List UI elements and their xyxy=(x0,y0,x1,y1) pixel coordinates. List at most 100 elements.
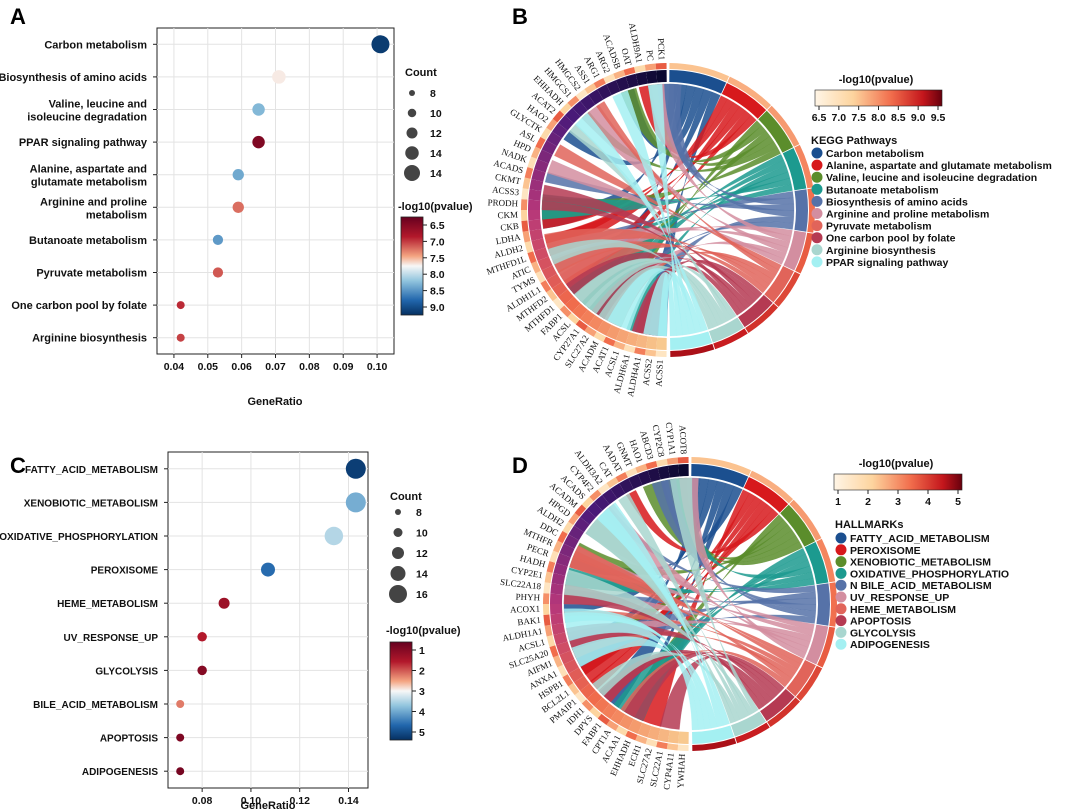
chord-ribbon xyxy=(618,493,750,718)
pvalue-scale-b: -log10(pvalue) 6.5 7.0 7.5 8.0 8.5 9.0 9.5 xyxy=(812,74,946,124)
pathway-heat-arc xyxy=(749,470,794,504)
gene-heat-arc xyxy=(521,199,528,210)
gene-heat-arc xyxy=(531,261,541,274)
gene-label: OAT xyxy=(619,47,633,67)
category-label-line: APOPTOSIS xyxy=(100,734,158,745)
gene-arc xyxy=(594,495,610,511)
gene-arc xyxy=(635,71,648,86)
size-legend-dot xyxy=(392,547,404,559)
gene-heat-arc xyxy=(557,664,568,678)
gene-heat-arc xyxy=(613,340,626,351)
gene-heat-arc xyxy=(543,604,550,615)
color-tick-label: 7.5 xyxy=(430,253,445,265)
x-axis-label-c: GeneRatio xyxy=(240,800,295,812)
category-label: OXIDATIVE_PHOSPHORYLATION xyxy=(0,532,158,543)
gene-arc xyxy=(667,730,680,744)
gene-heat-arc xyxy=(544,624,553,637)
gene-arc xyxy=(619,714,634,730)
chord-ribbons xyxy=(563,477,817,731)
scale-tick-label: 5 xyxy=(955,496,961,508)
scale-tick-label: 8.0 xyxy=(871,112,886,124)
category-label-line: Pyruvate metabolism xyxy=(36,268,147,280)
dot xyxy=(176,733,185,742)
gene-arc xyxy=(625,332,639,347)
gene-heat-arc xyxy=(522,230,531,243)
gene-heat-arc xyxy=(524,166,534,179)
gene-heat-arc xyxy=(559,102,572,115)
gene-arc xyxy=(602,703,618,720)
size-legend-dot xyxy=(390,566,406,581)
gene-arc xyxy=(656,70,667,83)
pathway-arc xyxy=(764,266,794,303)
scale-tick-label: 3 xyxy=(895,496,901,508)
size-legend-dot xyxy=(404,165,420,181)
category-label-line: GLYCOLYSIS xyxy=(95,666,158,677)
category-labels-c: FATTY_ACID_METABOLISM XENOBIOTIC_METABOLI… xyxy=(0,465,158,778)
size-legend-label: 8 xyxy=(416,507,422,519)
chord-ribbon xyxy=(669,477,759,713)
legend-label: PPAR signaling pathway xyxy=(826,257,948,269)
category-label-line: Valine, leucine and xyxy=(49,99,147,111)
pathway-arc xyxy=(786,660,816,697)
pathway-heat-arc xyxy=(774,271,801,307)
gene-heat-arc xyxy=(613,69,626,80)
gene-arc xyxy=(597,84,612,100)
gene-heat-arc xyxy=(559,305,572,318)
legend-label: Pyruvate metabolism xyxy=(826,221,932,233)
gene-heat-arc xyxy=(522,177,531,190)
gene-heat-arc xyxy=(527,251,537,264)
size-legend-label: 14 xyxy=(430,168,442,180)
x-tick-label: 0.08 xyxy=(299,361,320,373)
gene-arc xyxy=(647,726,661,741)
category-label: Alanine, aspartate and glutamate metaboli… xyxy=(30,164,148,189)
dot xyxy=(371,35,390,54)
pathway-heat-arc xyxy=(816,538,836,583)
scale-tick-label: 8.5 xyxy=(891,112,906,124)
gene-label: PHYH xyxy=(515,592,540,603)
legend-label: N BILE_ACID_METABOLISM xyxy=(850,580,992,592)
panel-letter-b: B xyxy=(512,4,528,29)
legend-swatch xyxy=(811,171,823,183)
x-tick-label: 0.12 xyxy=(289,795,310,807)
dot xyxy=(272,70,286,84)
pathway-arc xyxy=(780,504,816,547)
pathway-legend-d: HALLMARKs FATTY_ACID_METABOLISMPEROXISOM… xyxy=(835,519,1009,651)
category-label-line: isoleucine degradation xyxy=(27,112,147,124)
gene-heat-arc xyxy=(677,744,689,751)
category-label: Biosynthesis of amino acids xyxy=(0,72,147,84)
gene-heat-arc xyxy=(603,73,616,84)
pathway-arc xyxy=(669,70,727,94)
dot xyxy=(252,135,265,149)
gene-label: YWHAH xyxy=(675,753,687,788)
dot xyxy=(197,632,207,642)
gene-arc xyxy=(537,149,553,164)
pathway-heat-arc xyxy=(796,665,823,701)
legend-label: GLYCOLYSIS xyxy=(850,627,916,639)
gene-heat-arc xyxy=(635,734,648,745)
gene-arc xyxy=(656,337,667,350)
gene-arc xyxy=(541,265,557,280)
size-legend-label: 10 xyxy=(430,108,442,120)
legend-label: Arginine and proline metabolism xyxy=(826,209,989,221)
gene-arc xyxy=(572,101,588,117)
pathway-arc xyxy=(760,688,795,722)
category-label-line: Butanoate metabolism xyxy=(29,235,147,247)
gene-arc xyxy=(528,189,542,201)
gene-heat-arc xyxy=(589,706,602,719)
gene-arc xyxy=(568,525,584,541)
gene-arc xyxy=(528,199,541,210)
pathway-arc xyxy=(738,294,773,328)
gene-heat-arc xyxy=(567,312,580,325)
chord-ribbon xyxy=(596,101,780,276)
gene-label: CYP4A11 xyxy=(661,752,675,790)
color-bar-c xyxy=(389,641,413,741)
category-label-line: Biosynthesis of amino acids xyxy=(0,72,147,84)
chord-ribbon xyxy=(612,90,696,335)
pathway-arc xyxy=(758,110,794,153)
category-label: Valine, leucine and isoleucine degradatio… xyxy=(27,99,147,124)
gene-arc xyxy=(528,219,542,231)
gene-heat-arc xyxy=(527,156,537,169)
gene-arc xyxy=(550,613,564,625)
dot xyxy=(212,267,224,278)
pathway-arc xyxy=(794,189,808,232)
